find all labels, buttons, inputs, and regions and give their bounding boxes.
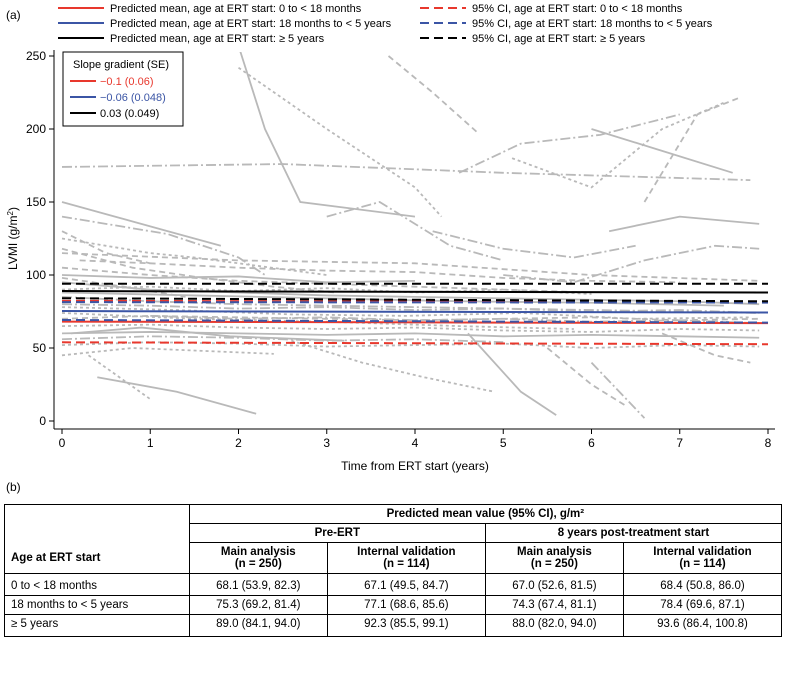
col-post-main: Main analysis (n = 250)	[484, 542, 624, 574]
legend-label: 95% CI, age at ERT start: 18 months to <…	[472, 18, 713, 30]
trajectory-line	[503, 244, 760, 284]
group-pre-ert: Pre-ERT	[188, 523, 486, 543]
trajectory-line	[432, 230, 636, 259]
col-pre-main: Main analysis (n = 250)	[188, 542, 328, 574]
table-row: 18 months to < 5 years 75.3 (69.2, 81.4)…	[4, 595, 783, 615]
slope-value: −0.1 (0.06)	[100, 76, 154, 88]
row-header: Age at ERT start	[4, 542, 190, 574]
series-line	[61, 341, 769, 346]
y-tick-label: 100	[26, 268, 46, 282]
x-tick-label: 7	[676, 436, 683, 450]
trajectory-line	[79, 259, 680, 284]
table-header-top: Predicted mean value (95% CI), g/m²	[188, 504, 783, 524]
trajectory-line	[97, 376, 257, 415]
trajectory-line	[87, 354, 151, 400]
trajectory-line	[467, 332, 557, 416]
x-tick-label: 2	[235, 436, 242, 450]
x-tick-label: 5	[500, 436, 507, 450]
slope-gradient-box: Slope gradient (SE) −0.1 (0.06) −0.06 (0.0…	[62, 51, 184, 127]
legend-label: Predicted mean, age at ERT start: 18 mon…	[110, 18, 392, 30]
series-line	[61, 318, 769, 324]
trajectory-line	[61, 237, 327, 276]
trajectory-line	[237, 66, 443, 218]
trajectory-line	[291, 339, 495, 393]
trajectory-line	[608, 215, 760, 233]
trajectory-line	[590, 361, 646, 419]
y-tick-label: 200	[26, 122, 46, 136]
trajectory-line	[61, 335, 504, 344]
y-tick-label: 50	[33, 341, 47, 355]
col-pre-internal: Internal validation (n = 114)	[326, 542, 486, 574]
table-row: 0 to < 18 months 68.1 (53.9, 82.3) 67.1 …	[4, 573, 783, 596]
series-line	[61, 310, 769, 314]
trajectory-line	[546, 347, 628, 408]
panel-b-label: (b)	[6, 480, 21, 494]
trajectory-line	[326, 201, 504, 262]
trajectory-line	[661, 332, 751, 364]
x-tick-label: 8	[765, 436, 772, 450]
trajectory-line	[61, 274, 416, 284]
trajectory-line	[61, 230, 151, 265]
trajectory-line	[591, 128, 733, 174]
x-axis-title: Time from ERT start (years)	[341, 459, 489, 473]
trajectory-line	[643, 96, 742, 203]
x-tick-label: 0	[59, 436, 66, 450]
trajectory-line	[61, 314, 760, 322]
trajectory-line	[61, 341, 760, 349]
results-table: Predicted mean value (95% CI), g/m² Pre-…	[4, 504, 783, 637]
x-tick-label: 6	[588, 436, 595, 450]
lvmi-chart: 0 1 2 3 4 5 6 7 8 0 50 100 150 200 250 Time from ERT st…	[6, 3, 775, 473]
trajectory-line	[387, 55, 478, 133]
trajectory-line	[61, 285, 592, 295]
legend-label: Predicted mean, age at ERT start: 0 to <…	[110, 3, 362, 15]
trajectory-line	[61, 215, 266, 276]
trajectory-line	[61, 347, 274, 357]
chart-legend: Predicted mean, age at ERT start: 0 to <…	[58, 3, 713, 45]
trajectory-line	[61, 266, 592, 294]
legend-label: 95% CI, age at ERT start: 0 to < 18 mont…	[472, 3, 683, 15]
legend-label: Predicted mean, age at ERT start: ≥ 5 ye…	[110, 33, 325, 45]
slope-box-title: Slope gradient (SE)	[73, 59, 169, 71]
series-line	[61, 297, 769, 303]
group-post-8y: 8 years post-treatment start	[484, 523, 783, 543]
trajectory-line	[61, 163, 751, 181]
trajectory-line	[61, 252, 760, 282]
x-tick-label: 1	[147, 436, 154, 450]
trajectory-line	[61, 201, 222, 247]
trajectory-line	[511, 101, 725, 189]
y-tick-label: 150	[26, 195, 46, 209]
trajectory-line	[150, 314, 760, 325]
x-tick-label: 3	[323, 436, 330, 450]
slope-value: −0.06 (0.048)	[100, 92, 166, 104]
table-row: ≥ 5 years 89.0 (84.1, 94.0) 92.3 (85.5, …	[4, 614, 783, 637]
y-tick-label: 250	[26, 49, 46, 63]
y-tick-label: 0	[39, 414, 46, 428]
trajectory-line	[61, 323, 760, 333]
y-axis-title: LVMI (g/m2)	[6, 207, 20, 270]
trajectory-line	[239, 52, 416, 218]
chart-axes: 0 1 2 3 4 5 6 7 8 0 50 100 150 200 250 Time from ERT st…	[6, 49, 775, 473]
x-tick-label: 4	[412, 436, 419, 450]
panel-a-label: (a)	[6, 8, 21, 22]
col-post-internal: Internal validation (n = 114)	[622, 542, 783, 574]
series-line	[61, 290, 769, 294]
trajectory-line	[458, 113, 680, 174]
slope-value: 0.03 (0.049)	[100, 108, 159, 120]
legend-label: 95% CI, age at ERT start: ≥ 5 years	[472, 33, 646, 45]
trajectory-line	[61, 303, 760, 314]
trajectory-line	[61, 331, 760, 339]
blank-corner	[4, 504, 190, 524]
trajectory-line	[61, 306, 751, 320]
